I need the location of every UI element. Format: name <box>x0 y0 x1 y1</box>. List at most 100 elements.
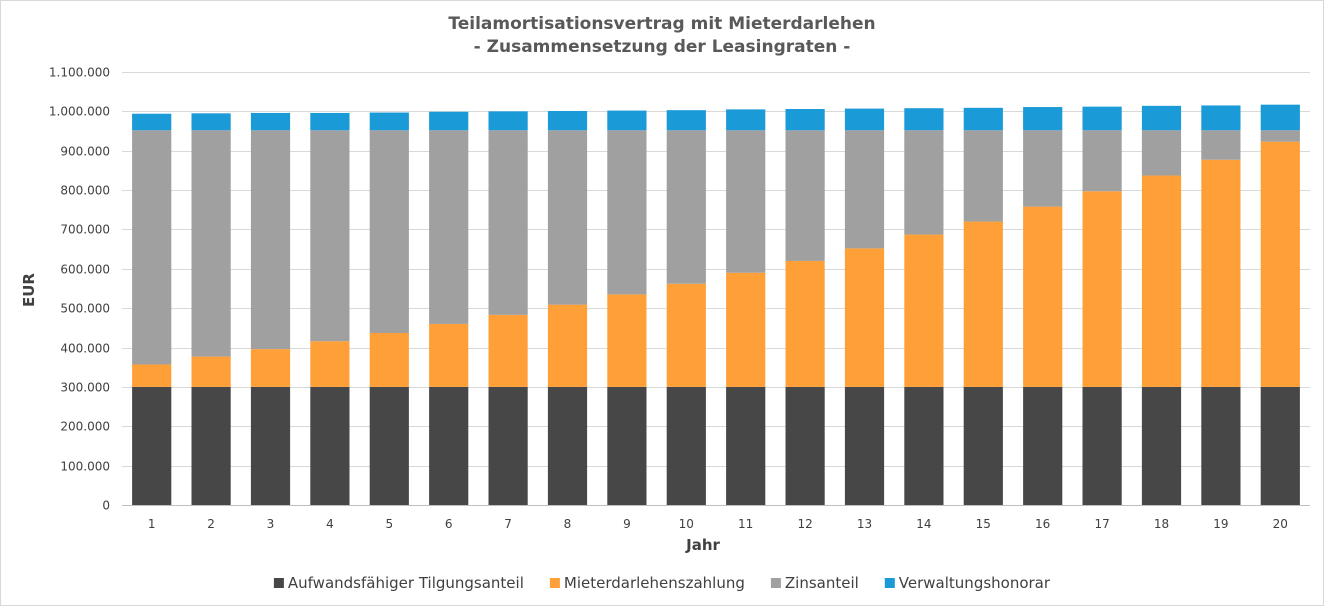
bar-segment <box>1201 105 1241 131</box>
bar-segment <box>785 109 825 131</box>
bar-segment <box>844 248 885 387</box>
y-axis-title: EUR <box>20 273 38 307</box>
bar-segment <box>726 386 766 505</box>
bar-segment <box>429 130 469 324</box>
bar-segment <box>904 130 944 235</box>
x-tick-label: 13 <box>857 517 872 531</box>
bars <box>132 104 1300 505</box>
bar-segment <box>191 356 231 387</box>
bar-segment <box>1023 206 1063 387</box>
bar-segment <box>666 386 706 505</box>
y-tick-label: 200.000 <box>60 420 110 434</box>
legend-item: Aufwandsfähiger Tilgungsanteil <box>273 574 524 592</box>
bar-segment <box>369 332 409 387</box>
bar-segment <box>250 112 291 131</box>
bar-segment <box>369 130 409 333</box>
bar-segment <box>904 234 944 387</box>
legend-swatch <box>770 578 781 588</box>
bar-segment <box>785 386 825 505</box>
bar-segment <box>1260 104 1300 131</box>
x-tick-label: 9 <box>623 517 631 531</box>
y-tick-label: 500.000 <box>60 302 110 316</box>
bar-segment <box>1201 130 1241 160</box>
bar-segment <box>488 130 528 315</box>
x-tick-label: 10 <box>679 517 694 531</box>
x-tick-label: 18 <box>1154 517 1169 531</box>
bar-segment <box>1082 191 1122 387</box>
bar-segment <box>1201 159 1241 387</box>
legend-swatch <box>549 578 560 588</box>
bar-segment <box>785 130 825 261</box>
bar-segment <box>726 109 766 131</box>
bar-segment <box>429 323 469 387</box>
bar-segment <box>963 130 1003 222</box>
bar-segment <box>1201 386 1241 505</box>
bar-segment <box>547 110 588 131</box>
bar-segment <box>1023 130 1063 207</box>
y-tick-label: 0 <box>102 499 110 513</box>
legend-label: Aufwandsfähiger Tilgungsanteil <box>288 574 524 592</box>
bar-segment <box>250 130 291 350</box>
bar-segment <box>844 130 885 249</box>
bar-segment <box>488 386 528 505</box>
bar-segment <box>191 386 231 505</box>
bar-segment <box>429 386 469 505</box>
bar-segment <box>1141 130 1182 176</box>
bar-segment <box>488 111 528 131</box>
bar-segment <box>250 349 291 387</box>
y-tick-label: 1.000.000 <box>49 105 110 119</box>
bar-segment <box>191 113 231 131</box>
bar-segment <box>666 110 706 131</box>
legend-item: Zinsanteil <box>770 574 859 592</box>
bar-segment <box>132 113 172 131</box>
bar-segment <box>1260 130 1300 142</box>
legend-label: Verwaltungshonorar <box>899 574 1051 592</box>
bar-segment <box>547 386 588 505</box>
x-tick-label: 19 <box>1213 517 1228 531</box>
y-tick-label: 1.100.000 <box>49 66 110 80</box>
legend-swatch <box>273 578 284 588</box>
bar-segment <box>666 130 706 284</box>
bar-segment <box>132 386 172 505</box>
bar-segment <box>1141 105 1182 131</box>
y-tick-label: 400.000 <box>60 342 110 356</box>
chart-title-line-2: - Zusammensetzung der Leasingraten - <box>474 37 851 57</box>
x-tick-label: 14 <box>916 517 931 531</box>
bar-segment <box>132 130 172 365</box>
bar-segment <box>1082 386 1122 505</box>
y-tick-label: 300.000 <box>60 381 110 395</box>
legend-swatch <box>884 578 895 588</box>
x-tick-label: 20 <box>1273 517 1288 531</box>
bar-segment <box>488 314 528 387</box>
bar-segment <box>547 130 588 305</box>
bar-segment <box>726 272 766 387</box>
x-axis-title: Jahr <box>685 536 720 554</box>
bar-segment <box>904 386 944 505</box>
legend-label: Zinsanteil <box>785 574 859 592</box>
x-tick-label: 3 <box>267 517 275 531</box>
legend-item: Mieterdarlehenszahlung <box>549 574 745 592</box>
bar-segment <box>963 386 1003 505</box>
bar-segment <box>310 341 350 387</box>
bar-segment <box>607 386 647 505</box>
bar-segment <box>1260 386 1300 505</box>
bar-segment <box>1260 141 1300 387</box>
bar-segment <box>963 107 1003 131</box>
x-tick-label: 6 <box>445 517 453 531</box>
bar-segment <box>904 108 944 131</box>
bar-segment <box>1023 386 1063 505</box>
bar-segment <box>963 221 1003 387</box>
bar-segment <box>429 111 469 131</box>
bar-segment <box>607 130 647 295</box>
x-tick-label: 15 <box>976 517 991 531</box>
bar-segment <box>785 260 825 387</box>
bar-segment <box>1141 175 1182 387</box>
bar-segment <box>310 130 350 342</box>
bar-segment <box>1141 386 1182 505</box>
bar-segment <box>191 130 231 357</box>
x-tick-label: 5 <box>385 517 393 531</box>
bar-segment <box>607 294 647 387</box>
bar-segment <box>132 364 172 387</box>
